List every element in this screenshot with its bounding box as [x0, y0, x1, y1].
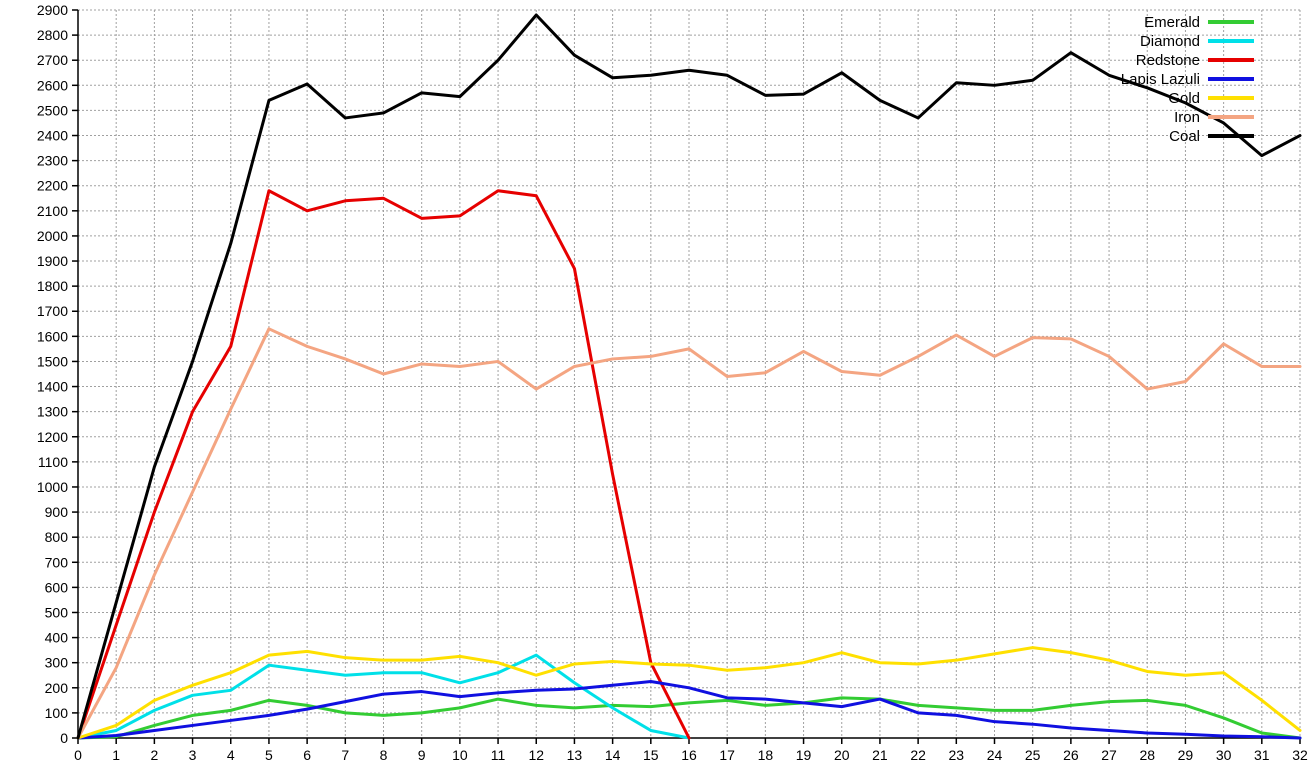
x-tick-label: 0: [74, 747, 82, 763]
y-tick-label: 800: [45, 529, 69, 545]
y-tick-label: 700: [45, 554, 69, 570]
x-tick-label: 2: [150, 747, 158, 763]
x-tick-label: 30: [1216, 747, 1232, 763]
y-tick-label: 200: [45, 680, 69, 696]
y-tick-label: 2000: [37, 228, 68, 244]
x-tick-label: 11: [491, 747, 506, 763]
y-tick-label: 1300: [37, 404, 68, 420]
x-tick-label: 24: [987, 747, 1003, 763]
y-tick-label: 0: [60, 730, 68, 746]
y-tick-label: 1700: [37, 303, 68, 319]
x-tick-label: 3: [189, 747, 197, 763]
x-tick-label: 8: [380, 747, 388, 763]
y-tick-label: 1400: [37, 379, 68, 395]
x-tick-label: 6: [303, 747, 311, 763]
x-tick-label: 1: [112, 747, 120, 763]
x-tick-label: 16: [681, 747, 697, 763]
y-tick-label: 1100: [38, 454, 68, 470]
y-tick-label: 1600: [37, 328, 68, 344]
y-tick-label: 1500: [37, 353, 68, 369]
ore-distribution-chart: 0123456789101112131415161718192021222324…: [0, 0, 1312, 775]
x-tick-label: 20: [834, 747, 850, 763]
x-tick-label: 19: [796, 747, 812, 763]
x-tick-label: 25: [1025, 747, 1041, 763]
y-tick-label: 500: [45, 604, 69, 620]
x-tick-label: 32: [1292, 747, 1308, 763]
x-tick-label: 26: [1063, 747, 1079, 763]
y-tick-label: 2600: [37, 77, 68, 93]
y-tick-label: 100: [45, 705, 69, 721]
y-tick-label: 1900: [37, 253, 68, 269]
y-tick-label: 1200: [37, 429, 68, 445]
y-tick-label: 2100: [37, 203, 68, 219]
y-tick-label: 2900: [37, 2, 68, 18]
x-tick-label: 18: [758, 747, 774, 763]
x-tick-label: 23: [949, 747, 965, 763]
legend-label: Redstone: [1136, 52, 1200, 69]
y-tick-label: 600: [45, 579, 69, 595]
y-tick-label: 300: [45, 655, 69, 671]
x-tick-label: 22: [910, 747, 926, 763]
legend-label: Emerald: [1144, 14, 1200, 31]
y-tick-label: 1000: [37, 479, 68, 495]
legend-label: Gold: [1168, 90, 1200, 107]
x-tick-label: 12: [528, 747, 544, 763]
y-tick-label: 2700: [37, 52, 68, 68]
y-tick-label: 2500: [37, 102, 68, 118]
x-tick-label: 14: [605, 747, 621, 763]
x-tick-label: 21: [872, 747, 888, 763]
y-tick-label: 2400: [37, 128, 68, 144]
x-tick-label: 5: [265, 747, 273, 763]
legend-label: Iron: [1174, 109, 1200, 126]
legend-label: Lapis Lazuli: [1121, 71, 1200, 88]
x-tick-label: 10: [452, 747, 468, 763]
x-tick-label: 27: [1101, 747, 1117, 763]
y-tick-label: 2800: [37, 27, 68, 43]
chart-svg: 0123456789101112131415161718192021222324…: [0, 0, 1312, 775]
y-tick-label: 400: [45, 630, 69, 646]
x-tick-label: 28: [1139, 747, 1155, 763]
x-tick-label: 15: [643, 747, 659, 763]
y-tick-label: 2300: [37, 153, 68, 169]
y-tick-label: 2200: [37, 178, 68, 194]
x-tick-label: 29: [1178, 747, 1194, 763]
x-tick-label: 9: [418, 747, 426, 763]
x-tick-label: 13: [567, 747, 583, 763]
y-tick-label: 1800: [37, 278, 68, 294]
x-tick-label: 31: [1254, 747, 1270, 763]
legend-label: Diamond: [1140, 33, 1200, 50]
x-tick-label: 17: [719, 747, 735, 763]
legend-label: Coal: [1169, 128, 1200, 145]
y-tick-label: 900: [45, 504, 69, 520]
x-tick-label: 7: [341, 747, 349, 763]
x-tick-label: 4: [227, 747, 235, 763]
